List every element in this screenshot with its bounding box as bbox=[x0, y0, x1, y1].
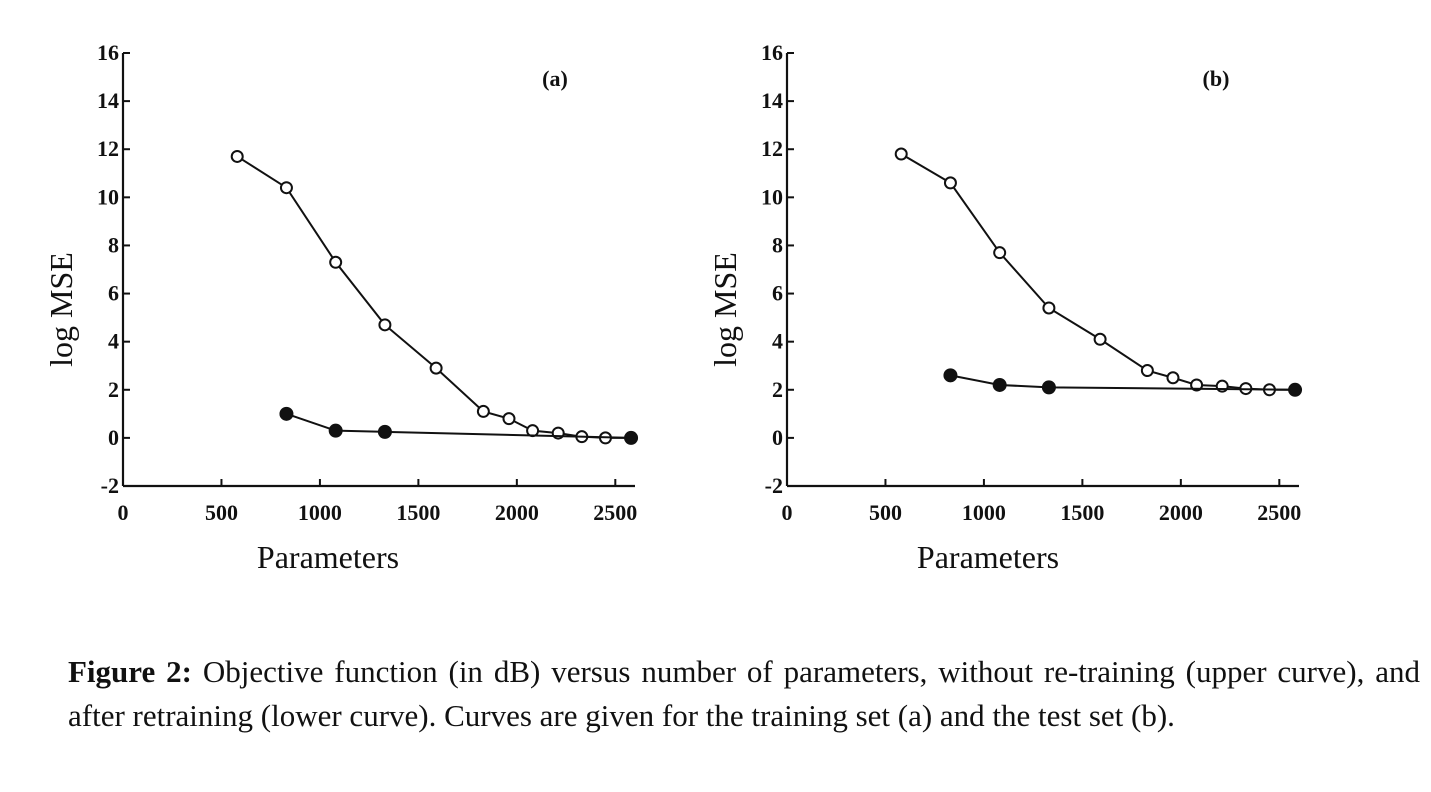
x-axis-label-a: Parameters bbox=[257, 539, 399, 575]
panel-label-b: (b) bbox=[1203, 66, 1230, 91]
y-tick-label-a: 16 bbox=[97, 40, 119, 65]
y-tick-label-b: 4 bbox=[772, 329, 783, 354]
data-point-upper-b bbox=[1042, 301, 1056, 315]
x-tick-label-a: 2500 bbox=[593, 500, 637, 525]
data-point-upper-a bbox=[502, 412, 516, 426]
data-point-lower-b bbox=[992, 377, 1007, 392]
data-point-lower-b bbox=[1288, 382, 1303, 397]
x-tick-label-b: 1500 bbox=[1060, 500, 1104, 525]
chart-panel-a: 0 500 1000 1500 2000 2500-20246810121416Param… bbox=[43, 40, 639, 575]
caption-text: Objective function (in dB) versus number… bbox=[68, 654, 1420, 733]
y-axis-label-a: log MSE bbox=[43, 252, 79, 367]
data-point-lower-a bbox=[624, 430, 639, 445]
data-point-upper-b bbox=[1166, 371, 1180, 385]
y-tick-label-a: 14 bbox=[97, 88, 119, 113]
data-point-upper-b bbox=[993, 246, 1007, 260]
caption-label: Figure 2: bbox=[68, 654, 192, 689]
y-tick-label-b: 12 bbox=[761, 136, 783, 161]
data-point-upper-b bbox=[943, 176, 957, 190]
series-line-upper-a bbox=[236, 155, 632, 439]
x-tick-label-b: 2500 bbox=[1257, 500, 1301, 525]
y-tick-label-a: 10 bbox=[97, 184, 119, 209]
data-point-upper-a bbox=[378, 318, 392, 332]
y-tick-label-a: 12 bbox=[97, 136, 119, 161]
y-tick-label-a: 8 bbox=[108, 232, 119, 257]
y-tick-label-b: 14 bbox=[761, 88, 783, 113]
y-tick-label-a: 4 bbox=[108, 329, 119, 354]
data-point-lower-b bbox=[943, 368, 958, 383]
y-tick-label-b: 16 bbox=[761, 40, 783, 65]
data-point-upper-b bbox=[894, 147, 908, 161]
data-point-lower-b bbox=[1041, 380, 1056, 395]
y-tick-label-b: 2 bbox=[772, 377, 783, 402]
panel-label-a: (a) bbox=[542, 66, 568, 91]
x-tick-label-a: 1000 bbox=[298, 500, 342, 525]
y-tick-label-b: 10 bbox=[761, 184, 783, 209]
data-point-upper-a bbox=[329, 255, 343, 269]
x-tick-label-b: 2000 bbox=[1159, 500, 1203, 525]
data-point-upper-a bbox=[230, 149, 244, 163]
y-axis-label-b: log MSE bbox=[707, 252, 743, 367]
figure-caption: Figure 2: Objective function (in dB) ver… bbox=[68, 650, 1420, 738]
x-tick-label-b: 0 bbox=[782, 500, 793, 525]
data-point-lower-a bbox=[377, 424, 392, 439]
data-point-upper-a bbox=[279, 181, 293, 195]
data-point-lower-a bbox=[328, 423, 343, 438]
series-line-lower-b bbox=[950, 374, 1296, 391]
y-tick-label-a: 0 bbox=[108, 425, 119, 450]
x-tick-label-b: 500 bbox=[869, 500, 902, 525]
series-line-upper-b bbox=[900, 153, 1296, 391]
y-tick-label-b: -2 bbox=[765, 473, 783, 498]
x-tick-label-a: 0 bbox=[118, 500, 129, 525]
chart-panel-b: 0 500 1000 1500 2000 2500-20246810121416Param… bbox=[707, 40, 1303, 575]
y-tick-label-b: 6 bbox=[772, 281, 783, 306]
x-axis-label-b: Parameters bbox=[917, 539, 1059, 575]
data-point-upper-b bbox=[1140, 364, 1154, 378]
y-tick-label-a: -2 bbox=[101, 473, 119, 498]
data-point-upper-b bbox=[1190, 378, 1204, 392]
data-point-upper-a bbox=[429, 361, 443, 375]
y-tick-label-b: 8 bbox=[772, 232, 783, 257]
data-point-upper-a bbox=[476, 404, 490, 418]
x-tick-label-a: 1500 bbox=[396, 500, 440, 525]
x-tick-label-a: 500 bbox=[205, 500, 238, 525]
y-tick-label-b: 0 bbox=[772, 425, 783, 450]
x-tick-label-b: 1000 bbox=[962, 500, 1006, 525]
figure-charts: 0 500 1000 1500 2000 2500-20246810121416Param… bbox=[43, 40, 1303, 575]
y-tick-label-a: 2 bbox=[108, 377, 119, 402]
data-point-lower-a bbox=[279, 406, 294, 421]
series-line-lower-a bbox=[286, 412, 632, 439]
x-tick-label-a: 2000 bbox=[495, 500, 539, 525]
data-point-upper-b bbox=[1093, 332, 1107, 346]
y-tick-label-a: 6 bbox=[108, 281, 119, 306]
